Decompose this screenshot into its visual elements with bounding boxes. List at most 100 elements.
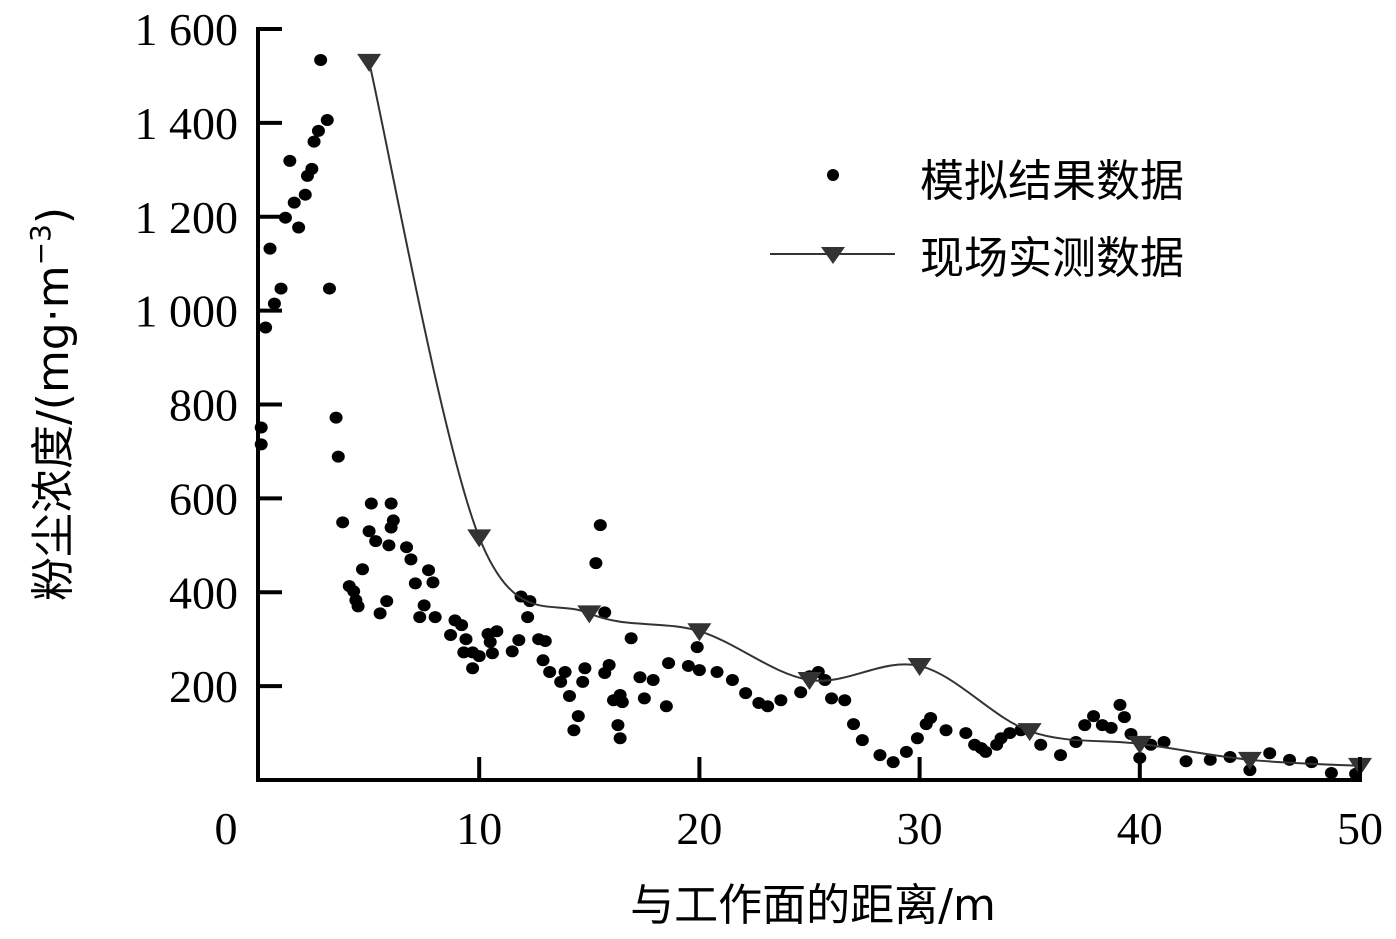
simulated-point [602,659,616,672]
simulated-point [847,718,861,731]
simulated-point [292,221,306,234]
simulated-point [1104,721,1118,734]
simulated-point [278,211,292,224]
simulated-point [794,686,808,699]
x-tick-label: 0 [215,803,238,854]
y-tick-label: 1 400 [135,98,239,149]
simulated-point [472,650,486,663]
y-tick-label: 600 [169,473,238,524]
simulated-point [536,654,550,667]
simulated-point [692,664,706,677]
measured-point-triangle-icon [577,605,602,624]
simulated-point [413,611,427,624]
simulated-point [1305,756,1319,769]
simulated-point [873,749,887,762]
simulated-point [287,196,301,209]
simulated-point [320,114,334,127]
simulated-point [910,732,924,745]
simulated-point [1263,747,1277,760]
simulated-point [1179,755,1193,768]
simulated-point [1069,735,1083,748]
y-axis-title-exponent: −3 [24,224,57,265]
plot-area [254,53,1372,780]
simulated-point [267,297,281,310]
simulated-point [426,576,440,589]
simulated-point [959,727,973,740]
simulated-point [364,497,378,510]
simulated-point [710,666,724,679]
simulated-point [774,694,788,707]
simulated-point [1243,764,1257,777]
simulated-point [924,712,938,725]
y-tick-label: 1 200 [135,192,239,243]
simulated-point [939,724,953,737]
simulated-point [380,595,394,608]
simulated-point [444,628,458,641]
simulated-point [455,619,469,632]
simulated-point [283,154,297,167]
measured-data-markers [357,53,1372,776]
simulated-point [1087,710,1101,723]
legend-label-measured: 现场实测数据 [920,233,1184,284]
legend-label-simulated: 模拟结果数据 [920,156,1184,207]
axes: 200 400 600 800 1 000 1 200 1 400 1 600 0 10 20 30… [135,4,1384,854]
simulated-point [459,633,473,646]
simulated-point [578,662,592,675]
measured-point-triangle-icon [797,672,822,691]
svg-text:粉尘浓度/(mg·m−3): 粉尘浓度/(mg·m−3) [24,207,79,601]
simulated-point [355,563,369,576]
simulated-point [428,611,442,624]
simulated-point [369,535,383,548]
y-tick-label: 200 [169,661,238,712]
simulated-point [613,732,627,745]
y-tick-label: 1 600 [135,4,239,55]
simulated-point [331,450,345,463]
simulated-point [589,557,603,570]
simulated-point [624,632,638,645]
simulated-point [855,734,869,747]
measured-data-line [368,61,1361,767]
simulated-point [362,525,376,538]
simulated-point [311,124,325,137]
x-tick-label: 30 [897,803,943,854]
simulated-point [1113,698,1127,711]
simulated-point [886,756,900,769]
simulated-point [382,539,396,552]
measured-point-triangle-icon [687,623,712,642]
simulated-point [263,242,277,255]
measured-point-triangle-icon [1017,723,1042,742]
simulated-point [259,321,273,334]
simulated-point [554,675,568,688]
y-axis-title: 粉尘浓度/(mg·m−3) [24,207,79,601]
x-tick-label: 40 [1117,803,1163,854]
simulated-point [1054,749,1068,762]
simulated-point [305,162,319,175]
simulated-point [1003,727,1017,740]
measured-point-triangle-icon [1127,735,1152,754]
legend-dot-icon [827,169,839,181]
simulated-point [373,607,387,620]
simulated-point [611,719,625,732]
simulated-point [1117,711,1131,724]
simulated-point [483,636,497,649]
simulated-point [571,710,585,723]
simulated-point [633,671,647,684]
y-axis-title-text: 粉尘浓度/(mg·m [28,265,79,601]
y-tick-label: 400 [169,567,238,618]
simulated-point [838,694,852,707]
simulated-point [615,696,629,709]
simulated-point [336,516,350,529]
y-axis-ticks: 200 400 600 800 1 000 1 200 1 400 1 600 [135,4,282,712]
simulated-point [646,674,660,687]
simulated-point [1324,766,1338,779]
simulated-point [422,564,436,577]
measured-point-triangle-icon [357,53,382,72]
simulated-point [598,606,612,619]
x-axis-ticks: 0 10 20 30 40 50 [215,757,1383,854]
y-tick-label: 800 [169,380,238,431]
simulated-point [490,625,504,638]
simulated-point [825,692,839,705]
simulated-point [274,282,288,295]
legend-triangle-icon [821,247,845,264]
